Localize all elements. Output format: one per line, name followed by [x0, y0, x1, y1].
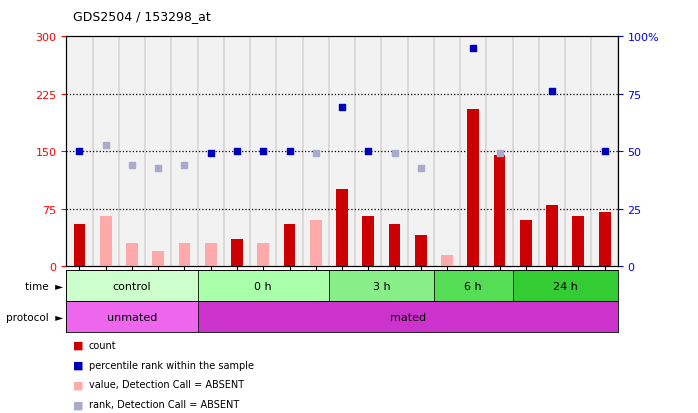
Bar — [487, 37, 513, 266]
Point — [547, 89, 558, 95]
Point — [310, 151, 321, 157]
Bar — [599, 213, 611, 266]
Bar — [329, 37, 355, 266]
Text: rank, Detection Call = ABSENT: rank, Detection Call = ABSENT — [89, 399, 239, 409]
Text: count: count — [89, 340, 117, 350]
Text: ■: ■ — [73, 399, 84, 409]
Bar — [93, 37, 119, 266]
Text: value, Detection Call = ABSENT: value, Detection Call = ABSENT — [89, 380, 244, 389]
Bar — [198, 271, 329, 301]
Bar — [434, 271, 513, 301]
Bar — [276, 37, 303, 266]
Bar — [73, 224, 85, 266]
Bar — [468, 110, 480, 266]
Bar — [408, 37, 434, 266]
Bar — [513, 271, 618, 301]
Bar — [171, 37, 198, 266]
Bar — [415, 236, 426, 266]
Text: 6 h: 6 h — [464, 281, 482, 291]
Bar — [362, 217, 374, 266]
Point — [258, 149, 269, 155]
Point — [126, 162, 138, 169]
Bar — [381, 37, 408, 266]
Text: ■: ■ — [73, 380, 84, 389]
Text: GDS2504 / 153298_at: GDS2504 / 153298_at — [73, 10, 211, 23]
Bar — [198, 301, 618, 332]
Text: 3 h: 3 h — [373, 281, 390, 291]
Bar — [355, 37, 381, 266]
Bar — [336, 190, 348, 266]
Text: time  ►: time ► — [24, 281, 63, 291]
Bar — [258, 243, 269, 266]
Text: unmated: unmated — [107, 312, 157, 322]
Point — [389, 151, 400, 157]
Text: percentile rank within the sample: percentile rank within the sample — [89, 360, 253, 370]
Bar — [520, 221, 532, 266]
Bar — [441, 255, 453, 266]
Text: 0 h: 0 h — [255, 281, 272, 291]
Point — [284, 149, 295, 155]
Bar — [198, 37, 224, 266]
Bar — [119, 37, 145, 266]
Point — [100, 142, 111, 149]
Text: protocol  ►: protocol ► — [6, 312, 63, 322]
Bar — [310, 221, 322, 266]
Bar — [389, 224, 401, 266]
Point — [179, 162, 190, 169]
Bar — [513, 37, 539, 266]
Bar — [434, 37, 460, 266]
Bar — [152, 251, 164, 266]
Bar — [126, 243, 138, 266]
Bar — [283, 224, 295, 266]
Bar — [250, 37, 276, 266]
Point — [468, 45, 479, 52]
Bar — [565, 37, 591, 266]
Text: control: control — [112, 281, 151, 291]
Bar — [460, 37, 487, 266]
Text: 24 h: 24 h — [553, 281, 578, 291]
Bar — [329, 271, 434, 301]
Point — [153, 165, 164, 172]
Point — [494, 151, 505, 157]
Bar — [66, 37, 93, 266]
Point — [415, 165, 426, 172]
Point — [599, 149, 610, 155]
Bar — [591, 37, 618, 266]
Text: ■: ■ — [73, 360, 84, 370]
Bar — [100, 217, 112, 266]
Point — [363, 149, 374, 155]
Text: ■: ■ — [73, 340, 84, 350]
Bar — [66, 301, 198, 332]
Point — [232, 149, 243, 155]
Bar — [205, 243, 216, 266]
Bar — [572, 217, 584, 266]
Point — [336, 104, 348, 111]
Bar — [546, 205, 558, 266]
Point — [205, 150, 216, 157]
Bar — [493, 156, 505, 266]
Bar — [224, 37, 250, 266]
Point — [74, 149, 85, 155]
Bar — [145, 37, 171, 266]
Bar — [231, 240, 243, 266]
Bar — [66, 271, 198, 301]
Text: mated: mated — [389, 312, 426, 322]
Bar — [179, 243, 191, 266]
Bar — [539, 37, 565, 266]
Bar — [303, 37, 329, 266]
